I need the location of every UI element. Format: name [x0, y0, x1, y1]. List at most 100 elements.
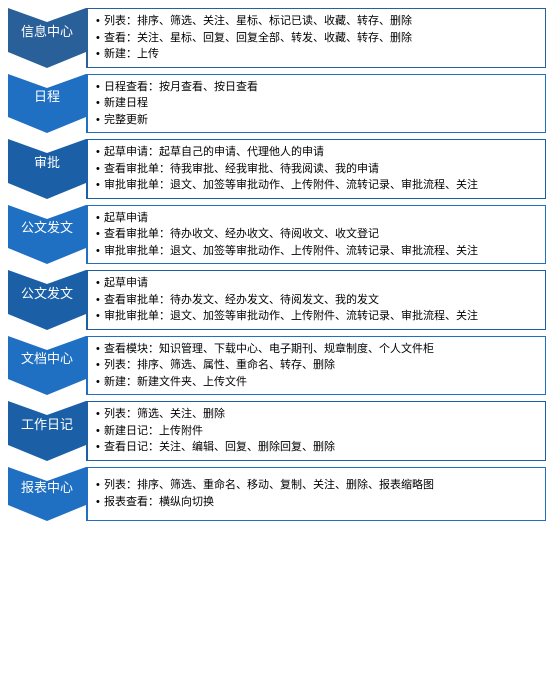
list-item-text: 日程查看：按月查看、按日查看	[104, 81, 258, 93]
list-item: •日程查看：按月查看、按日查看	[96, 79, 537, 96]
list-item-text: 新建：新建文件夹、上传文件	[104, 376, 247, 388]
bullet: •	[96, 374, 104, 391]
bullet: •	[96, 477, 104, 494]
section-content: •起草申请：起草自己的申请、代理他人的申请•查看审批单：待我审批、经我审批、待我…	[86, 139, 546, 199]
chevron-arrow: 报表中心	[8, 467, 86, 521]
list-item-text: 列表：筛选、关注、删除	[104, 408, 225, 420]
chevron-notch	[8, 74, 86, 88]
list-item-text: 起草申请	[104, 212, 148, 224]
list-item: •新建：新建文件夹、上传文件	[96, 374, 537, 391]
list-item-text: 起草申请：起草自己的申请、代理他人的申请	[104, 146, 324, 158]
chevron-tip	[8, 117, 86, 133]
chevron-notch	[8, 8, 86, 22]
chevron-tip	[8, 314, 86, 330]
chevron-label: 工作日记	[8, 401, 86, 445]
list-item-text: 列表：排序、筛选、重命名、移动、复制、关注、删除、报表缩略图	[104, 479, 434, 491]
chevron-label: 公文发文	[8, 270, 86, 314]
section: 公文发文•起草申请•查看审批单：待办发文、经办发文、待阅发文、我的发文•审批审批…	[8, 270, 546, 330]
chevron-notch	[8, 467, 86, 481]
chevron-notch	[8, 401, 86, 415]
chevron-label: 信息中心	[8, 8, 86, 52]
chevron-arrow: 公文发文	[8, 205, 86, 265]
list-item: •查看：关注、星标、回复、回复全部、转发、收藏、转存、删除	[96, 30, 537, 47]
chevron-tip	[8, 379, 86, 395]
bullet: •	[96, 494, 104, 511]
list-item-text: 新建日记：上传附件	[104, 425, 203, 437]
list-item-text: 查看审批单：待办收文、经办收文、待阅收文、收文登记	[104, 228, 379, 240]
list-item-text: 审批审批单：退文、加签等审批动作、上传附件、流转记录、审批流程、关注	[104, 245, 478, 257]
section-content: •列表：排序、筛选、重命名、移动、复制、关注、删除、报表缩略图•报表查看：横纵向…	[86, 467, 546, 521]
list-item-text: 审批审批单：退文、加签等审批动作、上传附件、流转记录、审批流程、关注	[104, 179, 478, 191]
bullet: •	[96, 243, 104, 260]
list-item: •新建：上传	[96, 46, 537, 63]
chevron-tip	[8, 183, 86, 199]
list-item: •查看审批单：待办收文、经办收文、待阅收文、收文登记	[96, 226, 537, 243]
list-item: •审批审批单：退文、加签等审批动作、上传附件、流转记录、审批流程、关注	[96, 308, 537, 325]
bullet: •	[96, 406, 104, 423]
list-item-text: 查看：关注、星标、回复、回复全部、转发、收藏、转存、删除	[104, 32, 412, 44]
bullet: •	[96, 177, 104, 194]
section: 审批•起草申请：起草自己的申请、代理他人的申请•查看审批单：待我审批、经我审批、…	[8, 139, 546, 199]
chevron-arrow: 文档中心	[8, 336, 86, 396]
chevron-label: 文档中心	[8, 336, 86, 380]
bullet: •	[96, 357, 104, 374]
list-item: •列表：排序、筛选、关注、星标、标记已读、收藏、转存、删除	[96, 13, 537, 30]
chevron-label: 日程	[8, 74, 86, 118]
chevron-tip	[8, 445, 86, 461]
list-item: •报表查看：横纵向切换	[96, 494, 537, 511]
section: 报表中心•列表：排序、筛选、重命名、移动、复制、关注、删除、报表缩略图•报表查看…	[8, 467, 546, 521]
list-item-text: 列表：排序、筛选、属性、重命名、转存、删除	[104, 359, 335, 371]
list-item: •查看日记：关注、编辑、回复、删除回复、删除	[96, 439, 537, 456]
bullet: •	[96, 292, 104, 309]
bullet: •	[96, 226, 104, 243]
chevron-tip	[8, 248, 86, 264]
bullet: •	[96, 46, 104, 63]
bullet: •	[96, 13, 104, 30]
list-item: •列表：排序、筛选、属性、重命名、转存、删除	[96, 357, 537, 374]
list-item: •新建日记：上传附件	[96, 423, 537, 440]
list-item-text: 完整更新	[104, 114, 148, 126]
bullet: •	[96, 210, 104, 227]
section-content: •起草申请•查看审批单：待办收文、经办收文、待阅收文、收文登记•审批审批单：退文…	[86, 205, 546, 265]
list-item-text: 查看审批单：待我审批、经我审批、待我阅读、我的申请	[104, 163, 379, 175]
list-item: •列表：排序、筛选、重命名、移动、复制、关注、删除、报表缩略图	[96, 477, 537, 494]
list-item-text: 起草申请	[104, 277, 148, 289]
chevron-label: 审批	[8, 139, 86, 183]
bullet: •	[96, 112, 104, 129]
chevron-label: 报表中心	[8, 467, 86, 505]
bullet: •	[96, 161, 104, 178]
list-item-text: 审批审批单：退文、加签等审批动作、上传附件、流转记录、审批流程、关注	[104, 310, 478, 322]
list-item-text: 新建日程	[104, 97, 148, 109]
chevron-arrow: 信息中心	[8, 8, 86, 68]
section-content: •查看模块：知识管理、下载中心、电子期刊、规章制度、个人文件柜•列表：排序、筛选…	[86, 336, 546, 396]
section: 日程•日程查看：按月查看、按日查看•新建日程•完整更新	[8, 74, 546, 134]
chevron-arrow: 工作日记	[8, 401, 86, 461]
bullet: •	[96, 308, 104, 325]
list-item: •列表：筛选、关注、删除	[96, 406, 537, 423]
chevron-arrow: 审批	[8, 139, 86, 199]
list-item: •起草申请	[96, 210, 537, 227]
section: 公文发文•起草申请•查看审批单：待办收文、经办收文、待阅收文、收文登记•审批审批…	[8, 205, 546, 265]
bullet: •	[96, 79, 104, 96]
list-item: •新建日程	[96, 95, 537, 112]
chevron-tip	[8, 505, 86, 521]
list-item-text: 列表：排序、筛选、关注、星标、标记已读、收藏、转存、删除	[104, 15, 412, 27]
list-item: •查看审批单：待我审批、经我审批、待我阅读、我的申请	[96, 161, 537, 178]
chevron-notch	[8, 139, 86, 153]
section-content: •起草申请•查看审批单：待办发文、经办发文、待阅发文、我的发文•审批审批单：退文…	[86, 270, 546, 330]
bullet: •	[96, 144, 104, 161]
list-item-text: 查看审批单：待办发文、经办发文、待阅发文、我的发文	[104, 294, 379, 306]
chevron-label: 公文发文	[8, 205, 86, 249]
bullet: •	[96, 275, 104, 292]
list-item: •查看模块：知识管理、下载中心、电子期刊、规章制度、个人文件柜	[96, 341, 537, 358]
list-item-text: 查看模块：知识管理、下载中心、电子期刊、规章制度、个人文件柜	[104, 343, 434, 355]
chevron-list: 信息中心•列表：排序、筛选、关注、星标、标记已读、收藏、转存、删除•查看：关注、…	[8, 8, 546, 521]
bullet: •	[96, 95, 104, 112]
chevron-arrow: 公文发文	[8, 270, 86, 330]
chevron-notch	[8, 336, 86, 350]
chevron-tip	[8, 52, 86, 68]
list-item-text: 查看日记：关注、编辑、回复、删除回复、删除	[104, 441, 335, 453]
list-item-text: 新建：上传	[104, 48, 159, 60]
list-item: •起草申请	[96, 275, 537, 292]
list-item: •完整更新	[96, 112, 537, 129]
